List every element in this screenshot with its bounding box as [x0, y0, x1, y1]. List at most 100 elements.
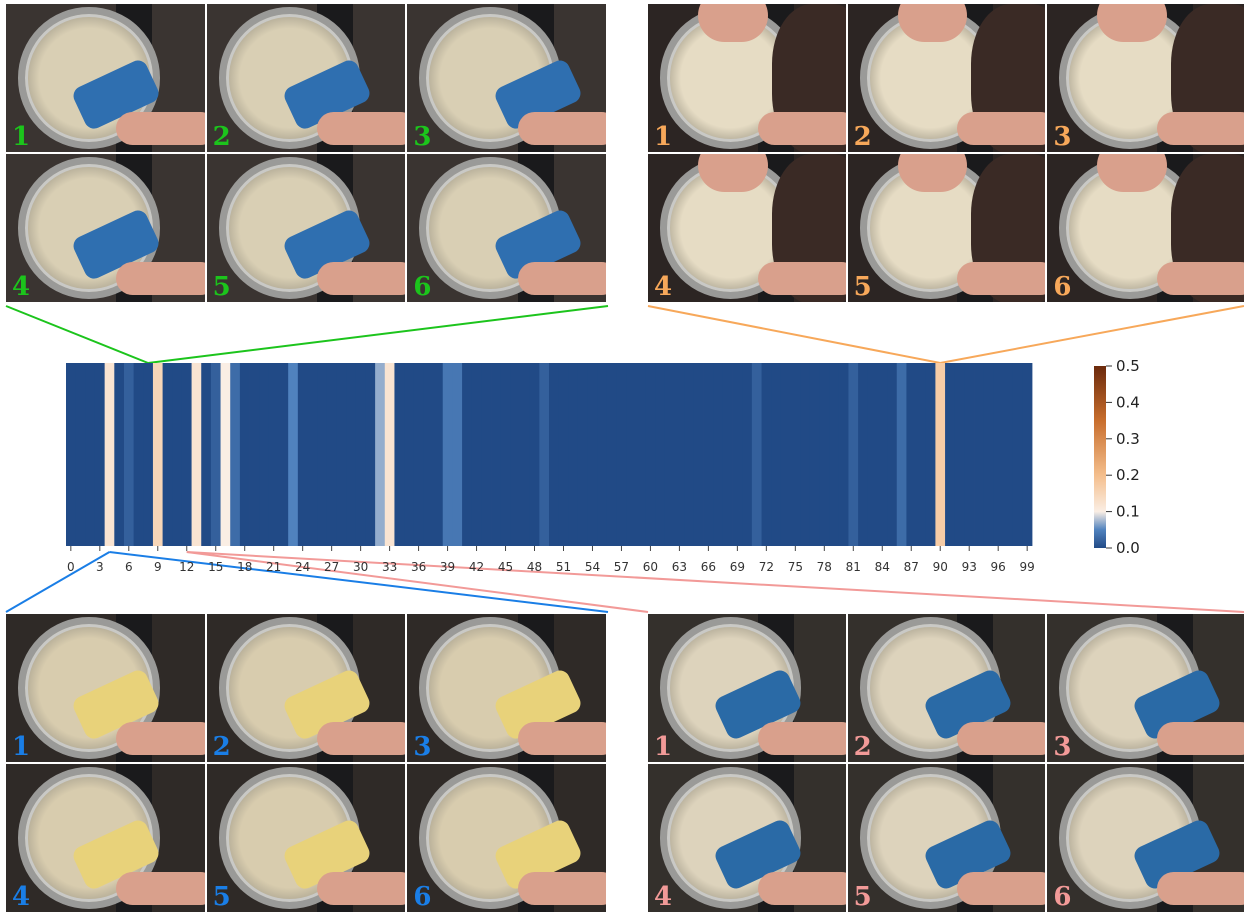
video-frame-orange-5: 5 — [847, 154, 1046, 302]
heatmap-cell-20 — [259, 363, 270, 546]
heatmap-cell-57 — [616, 363, 627, 546]
person-hand — [1097, 154, 1168, 192]
heatmap-cell-85 — [887, 363, 898, 546]
heatmap-cell-50 — [549, 363, 560, 546]
heatmap-cell-30 — [355, 363, 366, 546]
colorbar: 0.5 0.4 0.3 0.2 0.1 0.0 — [1094, 357, 1140, 557]
heatmap-cell-26 — [317, 363, 328, 546]
heatmap-cell-49 — [539, 363, 550, 546]
colorbar-tick-label: 0.5 — [1116, 357, 1140, 375]
x-tick-label: 60 — [643, 560, 658, 574]
video-frame-green-2: 2 — [206, 4, 406, 152]
frame-number-label: 6 — [413, 882, 432, 912]
x-tick-label: 57 — [614, 560, 629, 574]
heatmap-cell-88 — [916, 363, 927, 546]
x-tick-label: 27 — [324, 560, 339, 574]
heatmap-cell-43 — [481, 363, 492, 546]
heatmap-cell-78 — [819, 363, 830, 546]
video-frame-pink-1: 1 — [648, 614, 846, 762]
heatmap-cell-18 — [239, 363, 250, 546]
person-arm — [957, 872, 1046, 905]
heatmap-cell-52 — [568, 363, 579, 546]
frame-number-label: 5 — [853, 882, 872, 912]
heatmap-cell-77 — [809, 363, 820, 546]
heatmap-cell-61 — [655, 363, 666, 546]
heatmap-cell-44 — [491, 363, 502, 546]
heatmap-cell-59 — [635, 363, 646, 546]
heatmap-cell-63 — [674, 363, 685, 546]
x-tick-label: 12 — [179, 560, 194, 574]
person-arm — [757, 262, 846, 295]
connector-line-orange-right — [940, 305, 1244, 364]
x-tick-label: 9 — [154, 560, 162, 574]
video-frame-orange-6: 6 — [1047, 154, 1244, 302]
heatmap-cell-29 — [346, 363, 357, 546]
x-tick-label: 36 — [411, 560, 426, 574]
frame-number-label: 3 — [413, 732, 432, 762]
frame-number-label: 4 — [654, 272, 673, 302]
heatmap-cell-7 — [133, 363, 144, 546]
x-tick-label: 81 — [846, 560, 861, 574]
person-hand — [697, 154, 768, 192]
connector-line-blue-right — [109, 551, 609, 613]
person-arm — [317, 262, 406, 295]
heatmap-cell-73 — [771, 363, 782, 546]
person-hand — [897, 4, 968, 42]
x-tick-label: 3 — [96, 560, 104, 574]
heatmap-cell-67 — [713, 363, 724, 546]
heatmap-cell-6 — [123, 363, 135, 546]
heatmap-cell-96 — [993, 363, 1004, 546]
heatmap-cell-89 — [925, 363, 936, 546]
x-tick-label: 42 — [469, 560, 484, 574]
video-frame-pink-3: 3 — [1047, 614, 1244, 762]
frame-number-label: 5 — [212, 882, 231, 912]
heatmap-cell-76 — [800, 363, 811, 546]
heatmap-cell-81 — [848, 363, 859, 546]
heatmap-cell-32 — [375, 363, 386, 546]
colorbar-tick-label: 0.1 — [1116, 503, 1140, 521]
heatmap-cell-53 — [577, 363, 589, 546]
video-frame-blue-2: 2 — [206, 614, 406, 762]
heatmap-cell-28 — [336, 363, 347, 546]
person-arm — [757, 872, 846, 905]
person-arm — [957, 722, 1046, 755]
connector-line-green-left — [5, 305, 149, 364]
x-tick-label: 15 — [208, 560, 223, 574]
video-frame-orange-4: 4 — [648, 154, 846, 302]
video-frame-orange-3: 3 — [1047, 4, 1244, 152]
heatmap-cell-48 — [529, 363, 540, 546]
connector-line-green-right — [147, 305, 609, 364]
frame-number-label: 4 — [12, 272, 31, 302]
x-tick-label: 99 — [1020, 560, 1035, 574]
video-frame-blue-6: 6 — [407, 764, 606, 912]
heatmap-cell-35 — [404, 363, 415, 546]
heatmap-cell-27 — [326, 363, 337, 546]
heatmap-cell-3 — [94, 363, 106, 546]
heatmap-cell-24 — [297, 363, 308, 546]
heatmap-cell-62 — [664, 363, 675, 546]
heatmap-cell-31 — [365, 363, 376, 546]
heatmap-cell-42 — [471, 363, 482, 546]
frames-grid-green: 1 2 3 4 5 6 — [6, 4, 608, 304]
x-tick-label: 90 — [933, 560, 948, 574]
heatmap-cell-91 — [945, 363, 956, 546]
x-tick-label: 75 — [788, 560, 803, 574]
frame-number-label: 5 — [853, 272, 872, 302]
heatmap-cell-13 — [191, 363, 202, 546]
video-frame-pink-2: 2 — [847, 614, 1046, 762]
heatmap-cell-34 — [394, 363, 405, 546]
heatmap-cell-17 — [230, 363, 241, 546]
person-arm — [517, 872, 606, 905]
heatmap-cell-66 — [703, 363, 714, 546]
x-tick-label: 93 — [962, 560, 977, 574]
heatmap-cell-5 — [114, 363, 125, 546]
heatmap-cell-84 — [877, 363, 888, 546]
heatmap-cell-23 — [288, 363, 299, 546]
heatmap-cell-16 — [220, 363, 231, 546]
video-frame-green-3: 3 — [407, 4, 606, 152]
heatmap-cell-36 — [413, 363, 424, 546]
frames-grid-blue: 1 2 3 4 5 6 — [6, 614, 608, 914]
person-arm — [116, 262, 205, 295]
person-hand — [897, 154, 968, 192]
video-frame-orange-1: 1 — [648, 4, 846, 152]
